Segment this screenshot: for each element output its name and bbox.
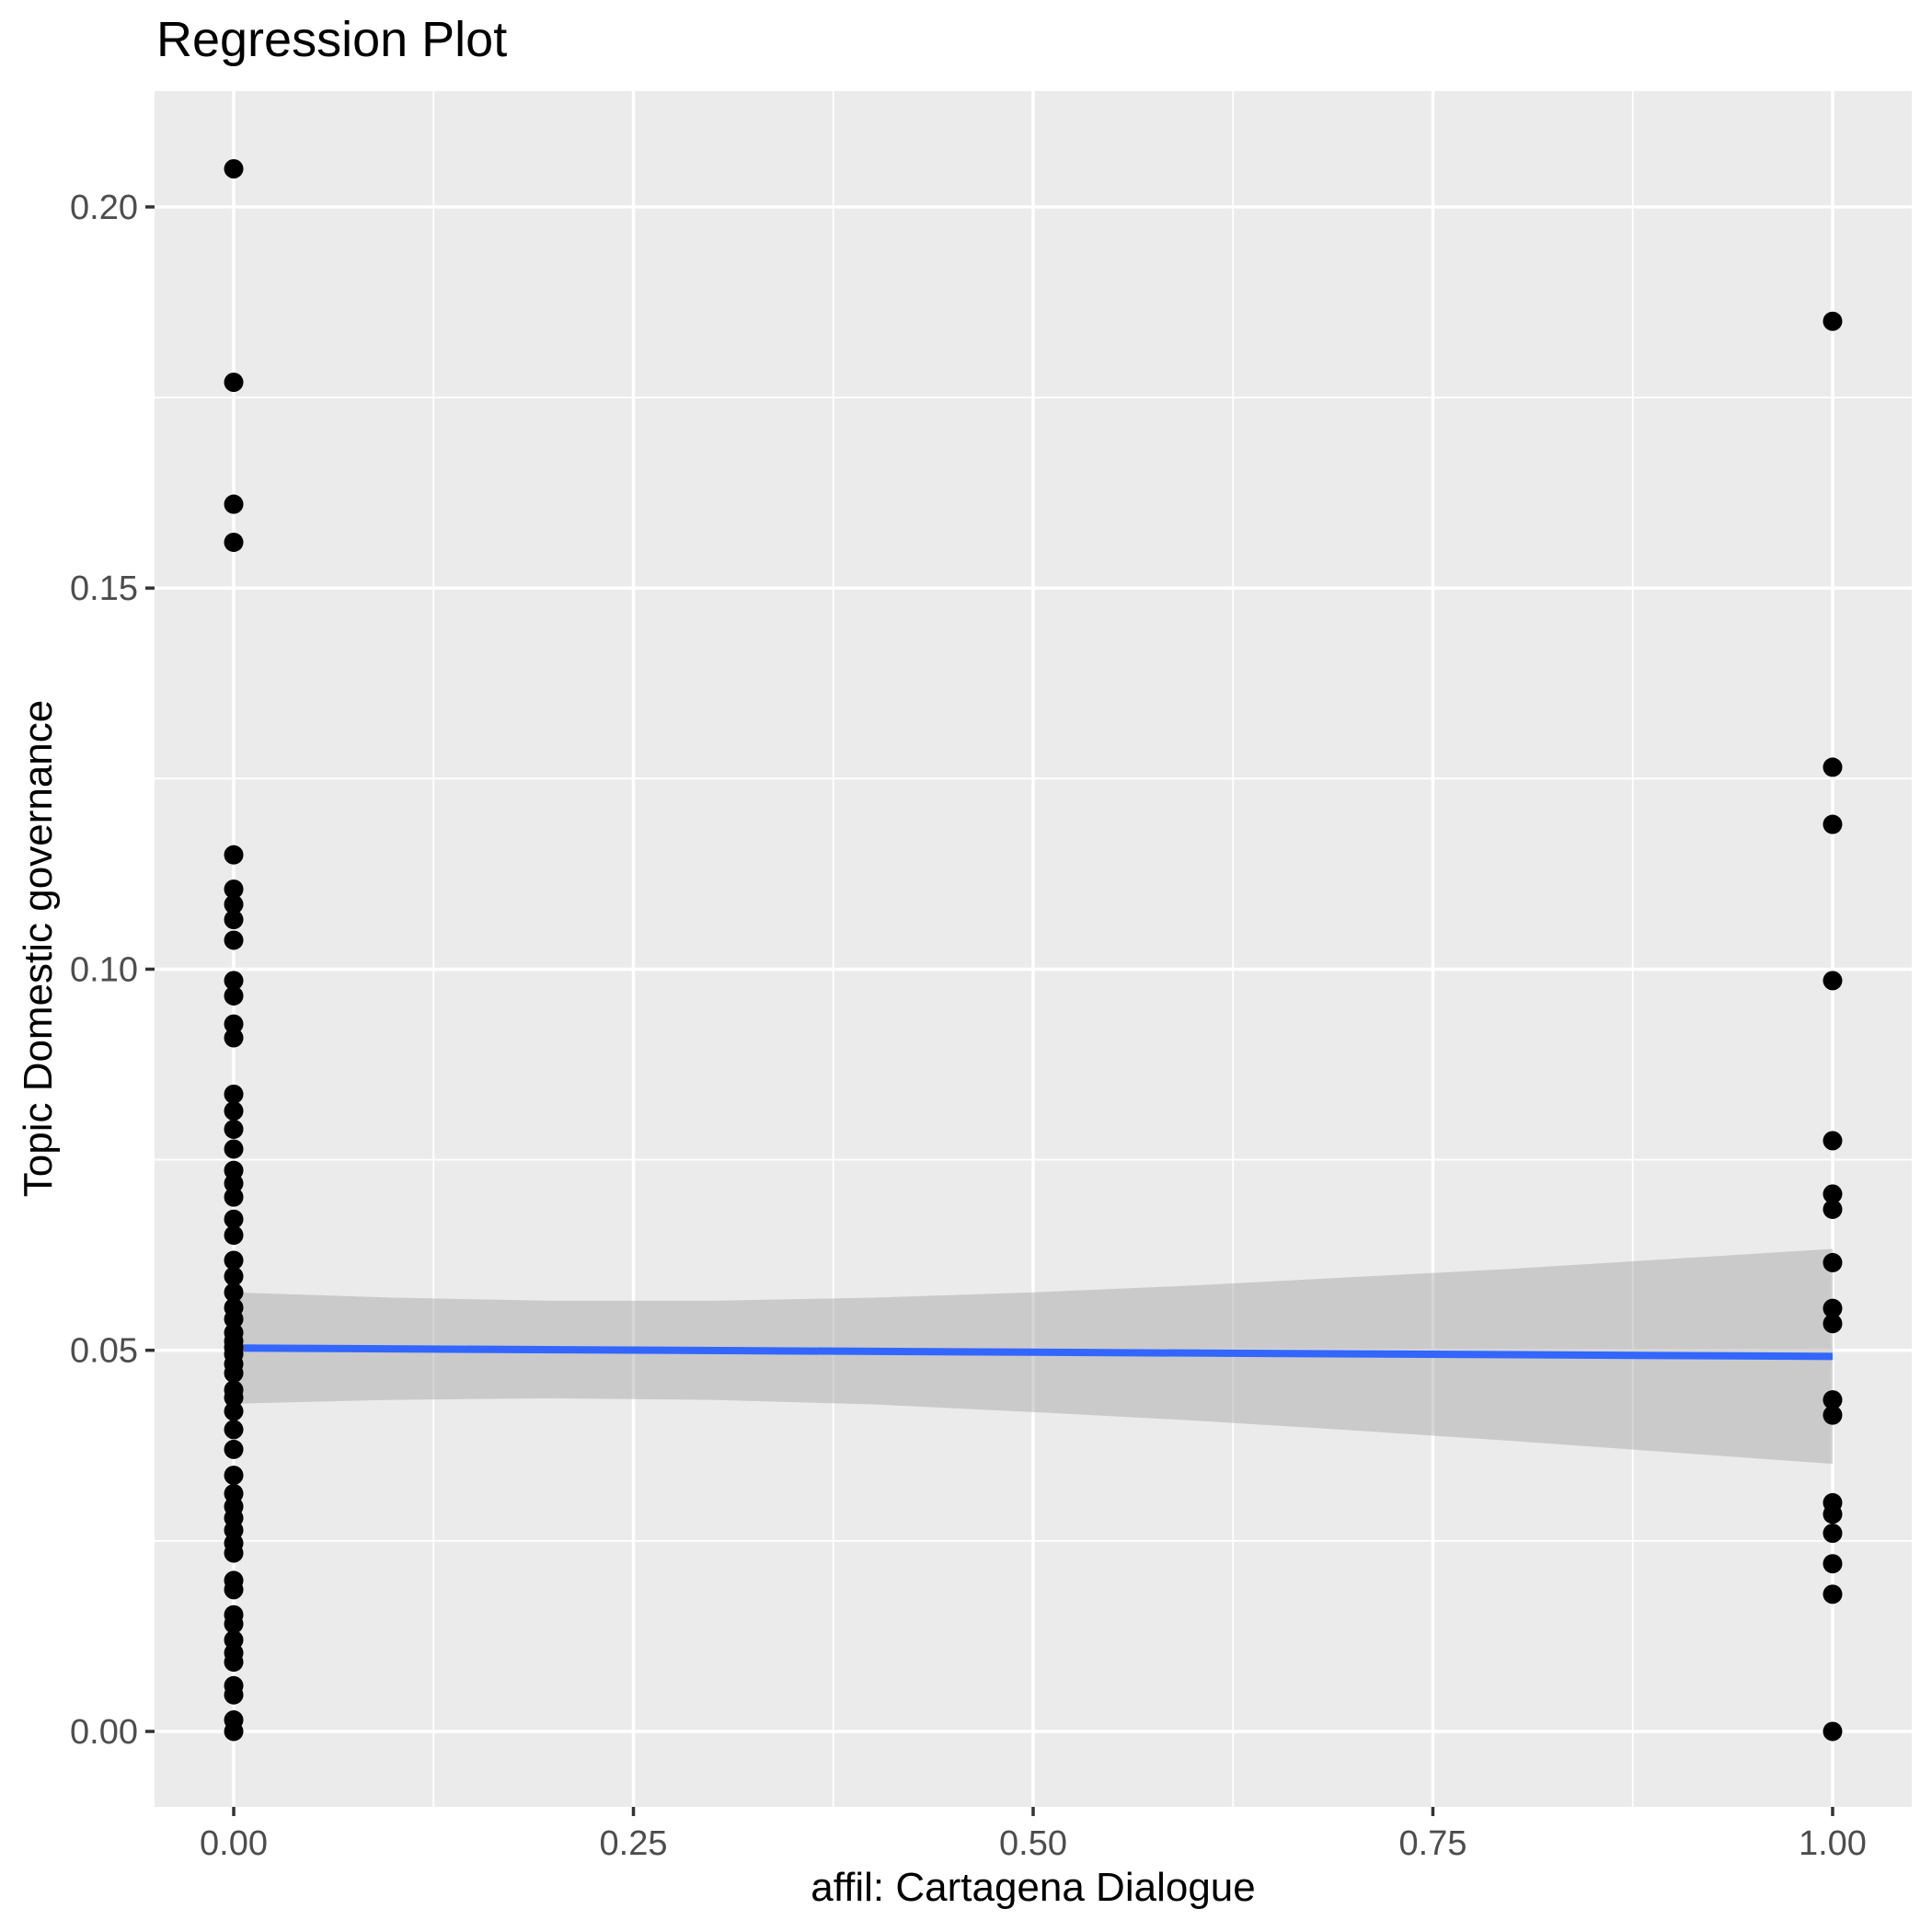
data-point [224, 845, 244, 865]
data-point [224, 1401, 244, 1421]
data-point [1823, 757, 1843, 777]
y-tick-label: 0.10 [70, 950, 138, 989]
y-tick-label: 0.05 [70, 1332, 138, 1371]
data-point [1823, 814, 1843, 834]
y-tick-label: 0.20 [70, 189, 138, 227]
data-point [224, 971, 244, 991]
regression-line [234, 1344, 1833, 1361]
data-point [224, 372, 244, 392]
data-point [1823, 1721, 1843, 1742]
data-point [224, 1580, 244, 1600]
data-point [224, 930, 244, 950]
y-tick-label: 0.00 [70, 1713, 138, 1752]
data-point [224, 985, 244, 1006]
data-point [224, 532, 244, 552]
data-point [224, 1014, 244, 1034]
data-point [224, 1439, 244, 1459]
data-point [1823, 1199, 1843, 1219]
data-point [224, 1250, 244, 1271]
plot-title: Regression Plot [156, 12, 508, 67]
x-tick-label: 0.00 [200, 1824, 268, 1863]
data-point [1823, 971, 1843, 991]
data-point [224, 494, 244, 514]
x-tick-label: 0.50 [999, 1824, 1067, 1863]
data-point [1823, 1390, 1843, 1410]
x-tick-label: 0.75 [1399, 1824, 1467, 1863]
data-point [224, 1173, 244, 1193]
data-point [224, 1187, 244, 1207]
data-point [224, 1101, 244, 1121]
data-point [1823, 1554, 1843, 1574]
data-point [224, 1266, 244, 1286]
data-point [224, 879, 244, 899]
data-point [1823, 1131, 1843, 1151]
data-point [1823, 311, 1843, 331]
data-point [224, 1685, 244, 1705]
data-point [224, 1028, 244, 1048]
data-point [224, 1209, 244, 1229]
data-point [224, 1721, 244, 1742]
data-point [224, 1119, 244, 1139]
data-point [224, 1225, 244, 1246]
y-tick-label: 0.15 [70, 569, 138, 608]
data-point [224, 1139, 244, 1159]
confidence-band [234, 1248, 1833, 1465]
data-point [1823, 1298, 1843, 1318]
data-point [224, 1282, 244, 1303]
data-point [224, 1309, 244, 1329]
data-point [224, 910, 244, 930]
data-point [224, 1387, 244, 1408]
x-axis-title: affil: Cartagena Dialogue [811, 1865, 1256, 1910]
x-tick-label: 1.00 [1799, 1824, 1867, 1863]
data-point [1823, 1504, 1843, 1524]
data-point [224, 1363, 244, 1384]
data-point [224, 1084, 244, 1104]
data-point [1823, 1184, 1843, 1204]
data-point [1823, 1584, 1843, 1604]
data-point [224, 1466, 244, 1486]
data-point [224, 1652, 244, 1673]
x-tick-label: 0.25 [600, 1824, 668, 1863]
data-point [224, 159, 244, 179]
data-point [224, 1543, 244, 1563]
data-point [224, 894, 244, 914]
data-point [1823, 1405, 1843, 1425]
data-point [1823, 1524, 1843, 1544]
data-point [224, 1614, 244, 1634]
data-point [1823, 1314, 1843, 1334]
data-point [1823, 1252, 1843, 1272]
data-point [224, 1420, 244, 1440]
